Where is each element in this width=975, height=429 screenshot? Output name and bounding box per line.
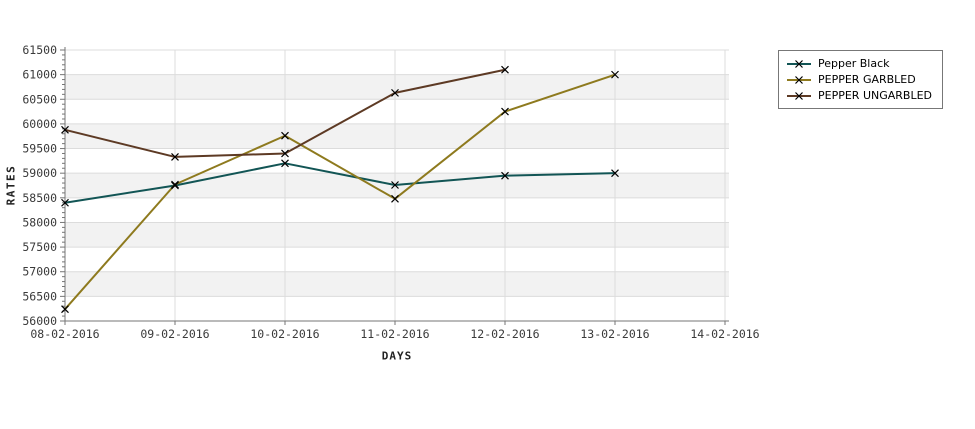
y-tick-label: 60500 <box>22 92 57 106</box>
series-line-1 <box>64 73 616 311</box>
data-point-marker <box>61 198 69 207</box>
x-tick-label: 09-02-2016 <box>140 327 209 341</box>
x-tick-label: 08-02-2016 <box>30 327 99 341</box>
legend: Pepper Black PEPPER GARBLED PEPPER UNGARBL… <box>778 50 944 109</box>
y-tick-label: 59500 <box>22 142 57 156</box>
y-tick-label: 57000 <box>22 265 57 279</box>
y-tick-label: 58500 <box>22 191 57 205</box>
y-tick-label: 61000 <box>22 68 57 82</box>
x-tick-label: 13-02-2016 <box>580 327 649 341</box>
data-point-marker <box>171 181 179 190</box>
data-point-marker <box>281 131 289 140</box>
legend-line-x-icon <box>786 75 812 85</box>
y-tick-label: 59000 <box>22 166 57 180</box>
data-point-marker <box>391 194 399 203</box>
y-tick-label: 56500 <box>22 289 57 303</box>
legend-label: PEPPER GARBLED <box>818 73 916 86</box>
plot-band <box>65 123 729 149</box>
y-tick-label: 60000 <box>22 117 57 131</box>
data-point-marker <box>171 180 179 189</box>
legend-item-2: PEPPER UNGARBLED <box>786 89 932 102</box>
x-tick-label: 11-02-2016 <box>360 327 429 341</box>
y-tick-label: 61500 <box>22 43 57 57</box>
y-tick-label: 57500 <box>22 240 57 254</box>
legend-line-x-icon <box>786 91 812 101</box>
y-tick-label: 56000 <box>22 314 57 328</box>
plot-band <box>65 222 729 248</box>
legend-item-0: Pepper Black <box>786 57 932 70</box>
x-axis-title: DAYS <box>381 349 413 363</box>
plot-band <box>65 271 729 297</box>
data-point-marker <box>611 169 619 178</box>
data-point-marker <box>171 152 179 161</box>
x-tick-label: 12-02-2016 <box>470 327 539 341</box>
y-tick-label: 58000 <box>22 215 57 229</box>
y-axis-title: RATES <box>4 164 18 206</box>
x-tick-label: 14-02-2016 <box>690 327 759 341</box>
data-point-marker <box>391 181 399 189</box>
x-tick-label: 10-02-2016 <box>250 327 319 341</box>
series-line-0 <box>64 162 616 204</box>
legend-label: PEPPER UNGARBLED <box>818 89 933 102</box>
data-point-marker <box>281 149 289 158</box>
data-point-marker <box>501 65 509 74</box>
data-point-marker <box>611 70 619 79</box>
data-point-marker <box>391 88 399 97</box>
legend-line-x-icon <box>786 59 812 69</box>
legend-label: Pepper Black <box>818 57 890 70</box>
data-point-marker <box>61 305 69 314</box>
data-point-marker <box>281 159 289 168</box>
data-point-marker <box>501 171 509 180</box>
data-point-marker <box>61 125 69 134</box>
legend-item-1: PEPPER GARBLED <box>786 73 932 86</box>
data-point-marker <box>501 107 509 116</box>
